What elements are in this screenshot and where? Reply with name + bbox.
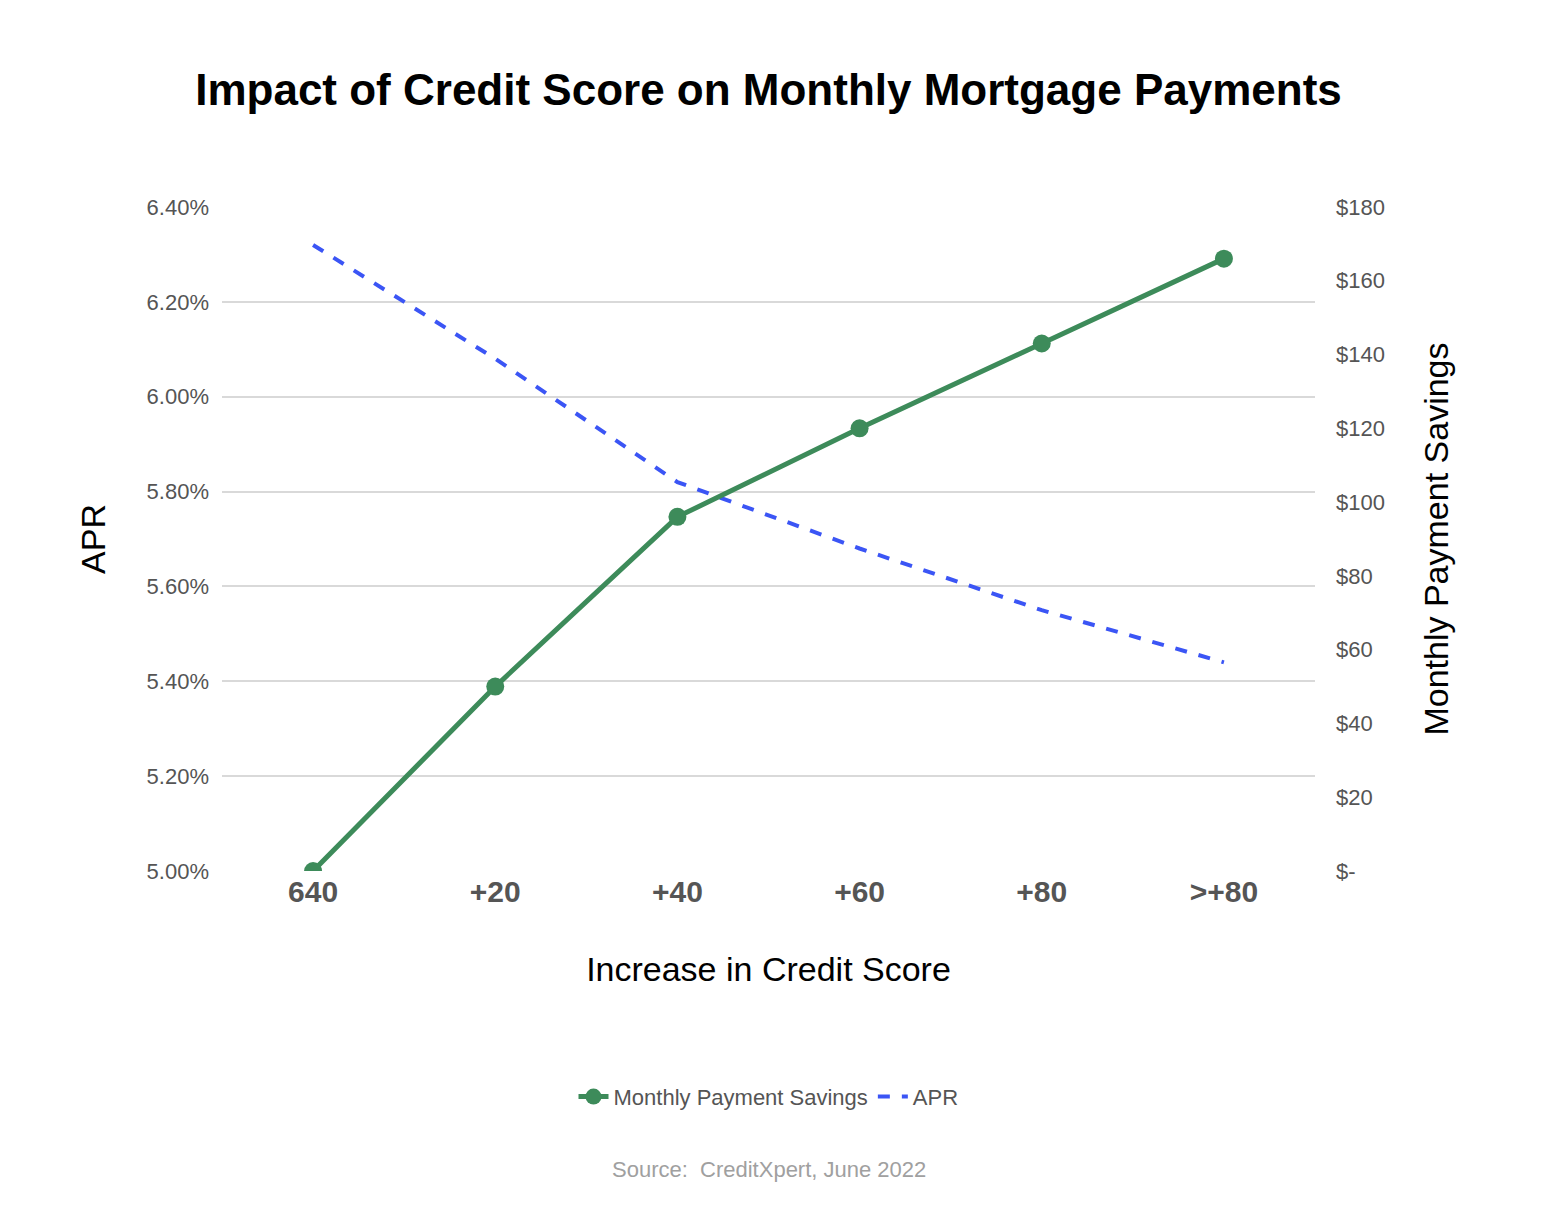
svg-text:$-: $- <box>1336 859 1356 884</box>
svg-text:$140: $140 <box>1336 342 1385 367</box>
svg-text:>+80: >+80 <box>1190 875 1258 908</box>
svg-text:$80: $80 <box>1336 564 1373 589</box>
svg-text:APR: APR <box>913 1085 958 1110</box>
svg-text:Source: CreditXpert, June 202: Source: CreditXpert, June 2022 <box>612 1157 926 1182</box>
svg-text:6.20%: 6.20% <box>147 290 209 315</box>
svg-text:Increase in Credit Score: Increase in Credit Score <box>586 950 951 988</box>
svg-text:6.40%: 6.40% <box>147 195 209 220</box>
svg-text:5.20%: 5.20% <box>147 764 209 789</box>
svg-text:640: 640 <box>288 875 338 908</box>
svg-text:$40: $40 <box>1336 711 1373 736</box>
svg-text:$120: $120 <box>1336 416 1385 441</box>
svg-text:$60: $60 <box>1336 637 1373 662</box>
svg-text:+80: +80 <box>1016 875 1067 908</box>
svg-text:$160: $160 <box>1336 268 1385 293</box>
svg-text:+40: +40 <box>652 875 703 908</box>
svg-text:APR: APR <box>74 504 112 574</box>
svg-text:$180: $180 <box>1336 195 1385 220</box>
svg-text:Impact of Credit Score on Mont: Impact of Credit Score on Monthly Mortga… <box>195 65 1342 114</box>
svg-text:+20: +20 <box>470 875 521 908</box>
svg-text:5.80%: 5.80% <box>147 479 209 504</box>
svg-text:Monthly Payment Savings: Monthly Payment Savings <box>614 1085 868 1110</box>
svg-text:+60: +60 <box>834 875 885 908</box>
svg-text:5.40%: 5.40% <box>147 669 209 694</box>
svg-text:6.00%: 6.00% <box>147 384 209 409</box>
svg-text:Monthly Payment Savings: Monthly Payment Savings <box>1417 342 1455 735</box>
svg-text:5.60%: 5.60% <box>147 574 209 599</box>
svg-text:$20: $20 <box>1336 785 1373 810</box>
svg-text:$100: $100 <box>1336 490 1385 515</box>
svg-text:5.00%: 5.00% <box>147 859 209 884</box>
